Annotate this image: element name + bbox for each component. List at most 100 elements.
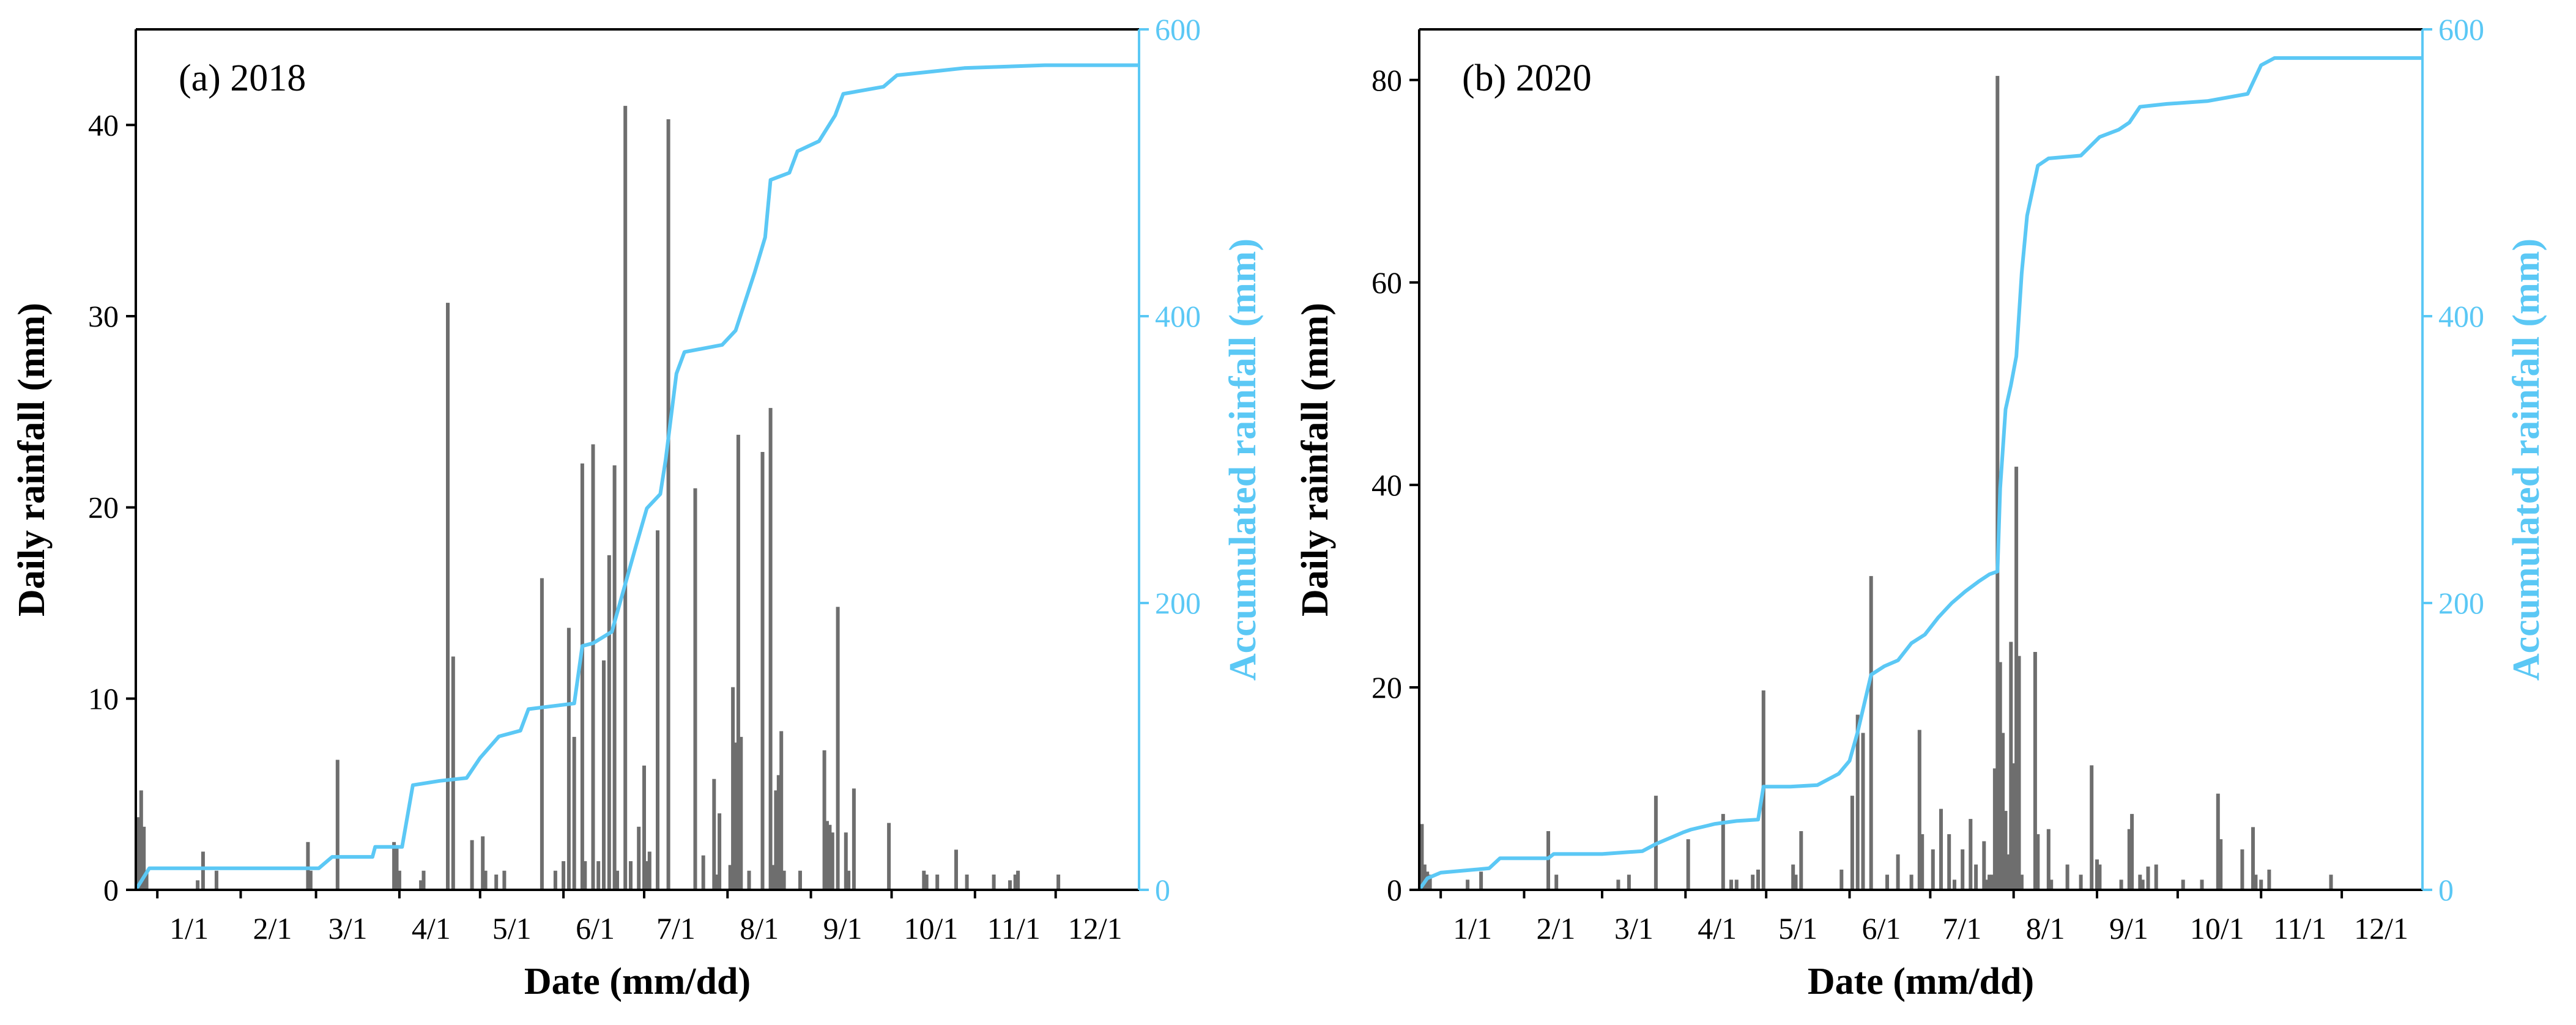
accumulated-rainfall-line: [134, 63, 1139, 891]
bar-d213: [728, 865, 732, 890]
bar-d155: [1855, 714, 1860, 890]
bar-d182: [645, 861, 649, 890]
bar-d197: [1969, 819, 1973, 890]
bar-d204: [1988, 875, 1992, 890]
bar-d311: [992, 875, 996, 890]
bar-d170: [1896, 854, 1900, 890]
bar-d66: [1616, 879, 1620, 890]
ytick-label-right: 600: [1155, 12, 1201, 46]
ytick-label-right: 0: [2438, 873, 2454, 907]
bar-d10: [1466, 879, 1470, 890]
bar-d166: [1885, 875, 1889, 890]
bar-d175: [1909, 875, 1913, 890]
xtick-label: 8/1: [740, 911, 779, 945]
bar-d297: [954, 849, 958, 890]
bar-d302: [2251, 827, 2255, 890]
x-axis-label: Date (mm/dd): [524, 961, 751, 1002]
bar-d283: [2200, 879, 2204, 890]
bar-d181: [642, 765, 646, 890]
bar-d308: [2267, 869, 2271, 890]
bar-d-4: [144, 870, 149, 890]
bar-d220: [747, 870, 751, 890]
ytick-label-right: 200: [2438, 586, 2484, 620]
bar-d171: [615, 870, 619, 890]
ytick-label-left: 0: [1387, 873, 1402, 907]
bar-d207: [712, 779, 716, 890]
panel-title: (b) 2020: [1462, 57, 1592, 99]
bar-d298: [2240, 849, 2244, 890]
bar-d110: [451, 656, 455, 890]
bar-d290: [935, 875, 940, 890]
x-axis-label: Date (mm/dd): [1808, 961, 2034, 1002]
bar-d194: [1961, 849, 1965, 890]
ytick-label-left: 20: [88, 490, 119, 525]
bar-d189: [1947, 834, 1951, 890]
panel-b-2020: 0 20 40 60 80 0 200 400 600 1/1 2/1 3/1 4/1 5/1 6/1 7/1…: [1294, 12, 2547, 1002]
xtick-label: 6/1: [1861, 911, 1901, 945]
bar-d208: [715, 875, 719, 890]
bar-d305: [2259, 879, 2263, 890]
bar-d250: [828, 824, 832, 890]
bar-d121: [481, 836, 485, 890]
bar-d158: [580, 463, 584, 890]
daily-rainfall-bars: [1420, 76, 2333, 890]
bar-d216: [736, 434, 740, 890]
bar-d266: [2154, 864, 2158, 890]
bar-d209: [718, 813, 722, 890]
xtick-label: 2/1: [253, 911, 292, 945]
bar-d214: [731, 687, 735, 890]
bar-d290: [2219, 839, 2223, 890]
bar-d260: [2138, 875, 2142, 890]
bar-d208: [1998, 662, 2002, 890]
bar-d285: [922, 870, 926, 890]
bar-d272: [887, 823, 891, 890]
bar-d-6: [139, 790, 143, 890]
bar-d17: [201, 851, 205, 890]
ytick-label-left: 40: [88, 108, 119, 142]
bar-d256: [844, 832, 848, 890]
bar-d209: [2001, 733, 2005, 890]
bar-d222: [2036, 834, 2040, 890]
bar-d157: [1861, 733, 1865, 890]
bar-d56: [306, 842, 310, 890]
bar-d331: [2329, 875, 2333, 890]
xtick-label: 1/1: [1453, 911, 1492, 945]
bar-d155: [572, 736, 576, 890]
bar-d170: [612, 465, 617, 890]
bar-d239: [798, 870, 802, 890]
bar-d118: [1756, 869, 1760, 890]
bar-d162: [591, 444, 595, 890]
y-axis-label-left: Daily rainfall (mm): [11, 303, 53, 616]
bar-d108: [1729, 879, 1733, 890]
bar-d43: [1554, 875, 1559, 890]
bar-d232: [779, 731, 784, 890]
bar-d159: [583, 861, 587, 890]
bar-d-7: [136, 817, 141, 890]
xtick-label: 5/1: [1778, 911, 1817, 945]
bar-d70: [1627, 875, 1631, 890]
xtick-label: 7/1: [1942, 911, 1981, 945]
bar-d183: [647, 851, 651, 890]
bar-d132: [1794, 875, 1798, 890]
bar-d148: [553, 870, 557, 890]
xtick-label: 11/1: [987, 911, 1041, 945]
bar-d179: [1920, 834, 1925, 890]
bar-d257: [2130, 813, 2134, 890]
bar-d227: [2049, 879, 2054, 890]
bar-d92: [1686, 839, 1690, 890]
bar-d317: [1008, 880, 1012, 890]
bar-d210: [2003, 810, 2008, 890]
xtick-label: 6/1: [576, 911, 615, 945]
bar-d261: [2140, 879, 2145, 890]
panel-title: (a) 2018: [179, 57, 306, 99]
bar-d228: [768, 408, 773, 890]
bar-d190: [666, 119, 670, 890]
bar-d122: [483, 870, 488, 890]
y-axis-label-right: Accumulated rainfall (mm): [1222, 239, 1264, 681]
bar-d186: [656, 530, 659, 890]
bar-d206: [1992, 768, 1997, 890]
xtick-label: 3/1: [328, 911, 368, 945]
bar-d215: [733, 742, 738, 890]
bar-d320: [1016, 870, 1020, 890]
